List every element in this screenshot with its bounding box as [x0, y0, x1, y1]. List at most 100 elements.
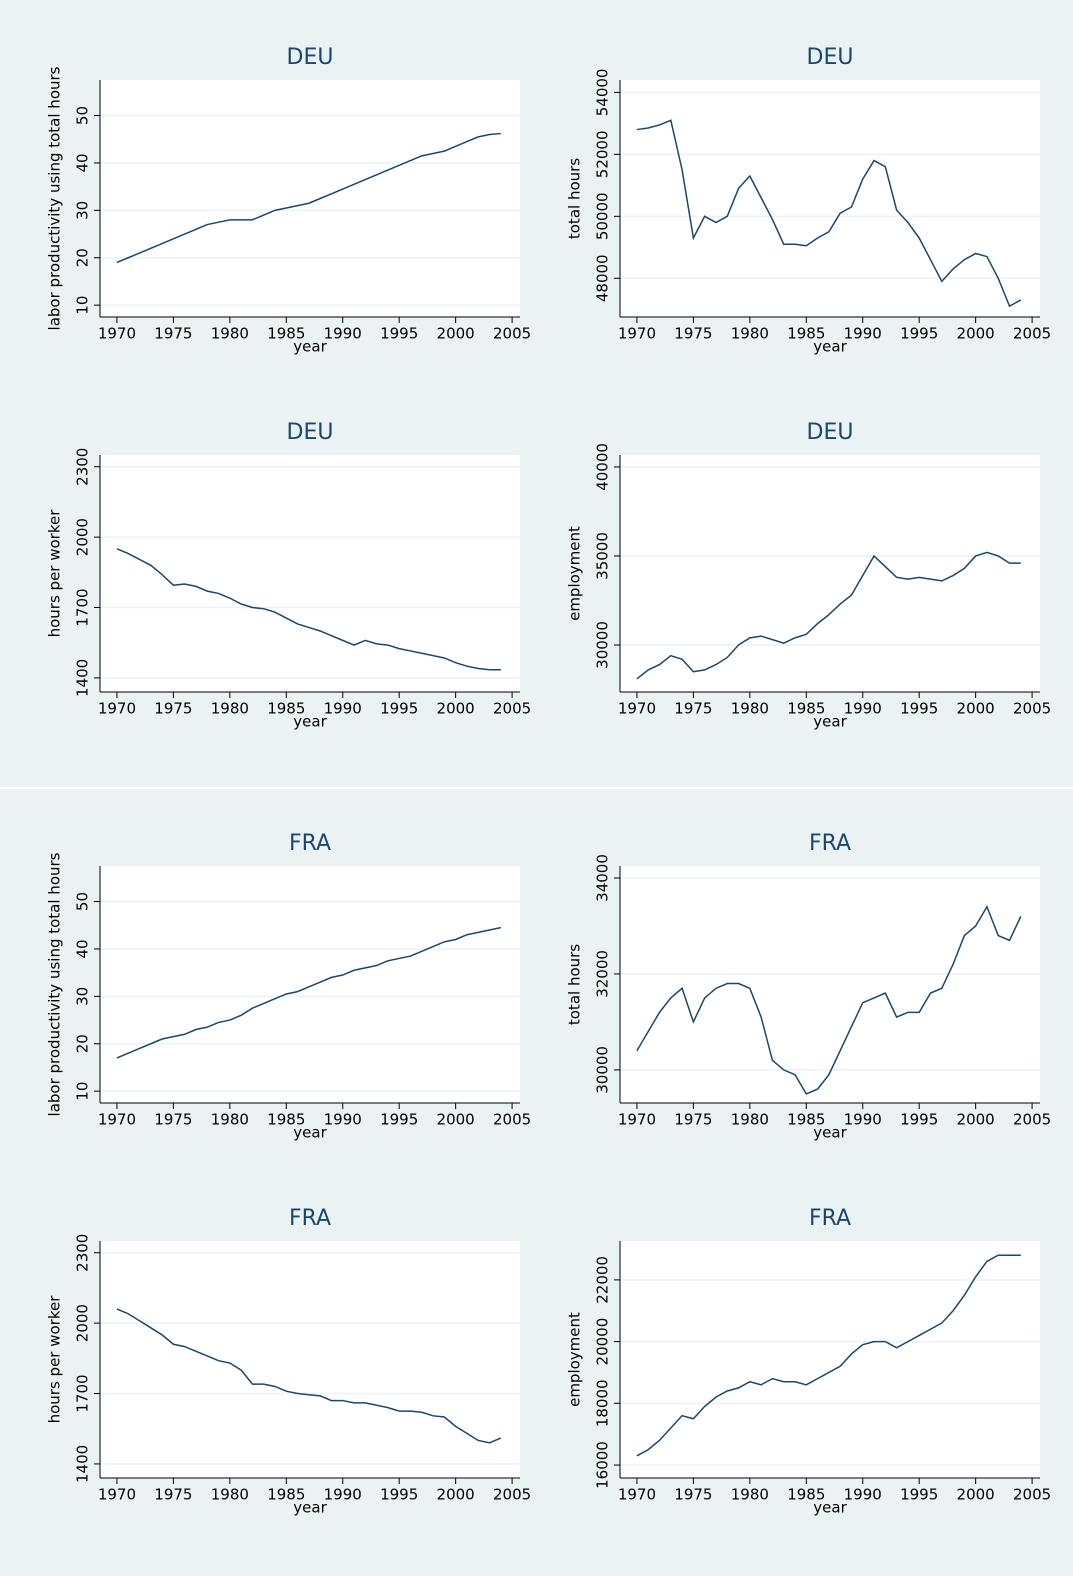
- x-tick-label: 1970: [98, 700, 136, 718]
- y-tick-label: 50: [74, 106, 92, 125]
- x-tick-label: 1970: [618, 1111, 656, 1129]
- chart-title: FRA: [809, 1206, 851, 1231]
- x-tick-label: 1975: [154, 1111, 192, 1129]
- data-line: [116, 548, 501, 671]
- x-axis-label: year: [293, 713, 327, 731]
- x-tick-label: 1995: [380, 1111, 418, 1129]
- y-tick-label: 2000: [74, 518, 92, 556]
- chart-title: DEU: [807, 45, 854, 70]
- y-tick-label: 22000: [594, 1256, 612, 1304]
- data-line: [116, 132, 501, 264]
- x-tick-label: 1970: [98, 1486, 136, 1504]
- x-tick-label: 1975: [154, 1486, 192, 1504]
- x-tick-label: 1985: [787, 325, 825, 343]
- data-line: [636, 551, 1021, 680]
- plot-area: [100, 455, 520, 692]
- chart-title: FRA: [289, 1206, 331, 1231]
- x-tick-label: 1975: [674, 1111, 712, 1129]
- x-tick-label: 2000: [957, 325, 995, 343]
- x-tick-label: 1980: [211, 700, 249, 718]
- y-tick-label: 30: [74, 987, 92, 1006]
- y-tick-label: 2000: [74, 1304, 92, 1342]
- x-tick-label: 2005: [493, 1486, 531, 1504]
- chart-title: FRA: [809, 831, 851, 856]
- y-tick-label: 10: [74, 296, 92, 315]
- x-axis-label: year: [813, 1499, 847, 1517]
- x-tick-label: 1990: [324, 700, 362, 718]
- y-tick-label: 52000: [594, 130, 612, 178]
- x-tick-label: 1995: [380, 700, 418, 718]
- chart-title: DEU: [807, 420, 854, 445]
- x-tick-label: 1995: [900, 1486, 938, 1504]
- data-line: [116, 926, 501, 1059]
- y-axis-label: total hours: [566, 944, 584, 1025]
- x-tick-label: 1990: [844, 1486, 882, 1504]
- chart-title: DEU: [287, 45, 334, 70]
- plot-area: [620, 1241, 1040, 1478]
- x-tick-label: 1985: [267, 325, 305, 343]
- x-tick-label: 2005: [1013, 325, 1051, 343]
- y-tick-label: 35000: [594, 532, 612, 580]
- x-tick-label: 1985: [267, 1486, 305, 1504]
- x-tick-label: 1985: [267, 700, 305, 718]
- chart-title: DEU: [287, 420, 334, 445]
- x-tick-label: 2000: [957, 1486, 995, 1504]
- plot-area: [620, 80, 1040, 317]
- y-tick-label: 34000: [594, 854, 612, 902]
- y-tick-label: 30000: [594, 1046, 612, 1094]
- data-line: [116, 1308, 502, 1444]
- y-tick-label: 48000: [594, 254, 612, 302]
- data-line: [636, 1254, 1021, 1457]
- x-axis-label: year: [293, 1124, 327, 1142]
- y-axis-label: labor productivity using total hours: [46, 852, 64, 1116]
- x-tick-label: 1985: [787, 700, 825, 718]
- x-tick-label: 2005: [1013, 700, 1051, 718]
- y-tick-label: 18000: [594, 1379, 612, 1427]
- data-line: [636, 119, 1022, 308]
- x-tick-label: 1990: [844, 700, 882, 718]
- x-tick-label: 1975: [674, 325, 712, 343]
- x-tick-label: 1975: [154, 325, 192, 343]
- x-tick-label: 1985: [787, 1486, 825, 1504]
- x-tick-label: 1990: [844, 325, 882, 343]
- y-tick-label: 1700: [74, 588, 92, 626]
- y-tick-label: 40000: [594, 443, 612, 491]
- x-tick-label: 1970: [618, 700, 656, 718]
- x-tick-label: 1995: [900, 1111, 938, 1129]
- x-axis-label: year: [293, 1499, 327, 1517]
- x-axis-label: year: [293, 338, 327, 356]
- plot-area: [100, 866, 520, 1103]
- y-tick-label: 20: [74, 248, 92, 267]
- x-axis-label: year: [813, 1124, 847, 1142]
- y-tick-label: 40: [74, 153, 92, 172]
- y-tick-label: 1700: [74, 1374, 92, 1412]
- y-tick-label: 20: [74, 1034, 92, 1053]
- y-tick-label: 30: [74, 201, 92, 220]
- y-axis-label: employment: [566, 1312, 584, 1407]
- x-tick-label: 1990: [844, 1111, 882, 1129]
- x-axis-label: year: [813, 713, 847, 731]
- x-tick-label: 1980: [211, 1486, 249, 1504]
- x-tick-label: 1995: [900, 700, 938, 718]
- y-tick-label: 1400: [74, 659, 92, 697]
- plot-area: [620, 455, 1040, 692]
- x-tick-label: 1985: [787, 1111, 825, 1129]
- x-tick-label: 2000: [437, 1111, 475, 1129]
- y-tick-label: 32000: [594, 950, 612, 998]
- x-tick-label: 2005: [493, 700, 531, 718]
- x-tick-label: 1980: [731, 325, 769, 343]
- x-tick-label: 1980: [731, 1486, 769, 1504]
- x-tick-label: 1975: [674, 1486, 712, 1504]
- x-tick-label: 2005: [1013, 1486, 1051, 1504]
- x-tick-label: 1970: [618, 1486, 656, 1504]
- x-tick-label: 2000: [957, 1111, 995, 1129]
- y-tick-label: 10: [74, 1082, 92, 1101]
- y-tick-label: 1400: [74, 1445, 92, 1483]
- x-axis-label: year: [813, 338, 847, 356]
- y-axis-label: employment: [566, 526, 584, 621]
- x-tick-label: 1970: [618, 325, 656, 343]
- y-tick-label: 16000: [594, 1441, 612, 1489]
- x-tick-label: 2000: [437, 1486, 475, 1504]
- y-tick-label: 50: [74, 892, 92, 911]
